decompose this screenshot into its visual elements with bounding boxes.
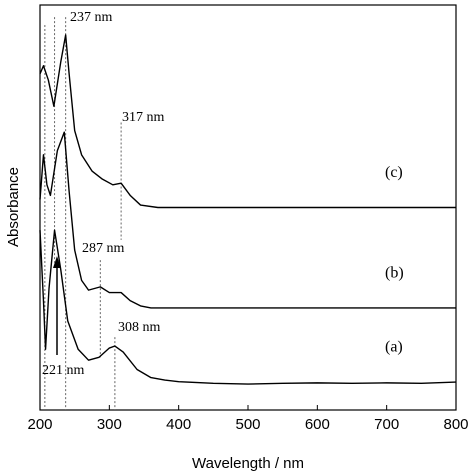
annotation: 237 nm — [70, 10, 113, 25]
x-tick-label: 400 — [166, 416, 191, 433]
series-label: (b) — [385, 265, 404, 282]
x-axis-label: Wavelength / nm — [192, 455, 304, 472]
spectrum-line — [39, 131, 456, 309]
x-tick-label: 700 — [374, 416, 399, 433]
x-tick-label: 800 — [443, 416, 468, 433]
x-tick-label: 200 — [27, 416, 52, 433]
spectrum-line — [39, 34, 456, 209]
spectrum-line — [39, 229, 457, 385]
series-label: (a) — [385, 339, 403, 356]
x-tick-label: 500 — [235, 416, 260, 433]
y-axis-label: Absorbance — [5, 167, 22, 247]
annotation: 221 nm — [42, 363, 85, 378]
arrow-head — [53, 256, 61, 268]
x-tick-label: 300 — [97, 416, 122, 433]
annotation: 287 nm — [82, 241, 125, 256]
series-label: (c) — [385, 164, 403, 181]
annotation: 308 nm — [118, 320, 161, 335]
x-tick-label: 600 — [305, 416, 330, 433]
annotation: 317 nm — [122, 110, 165, 125]
